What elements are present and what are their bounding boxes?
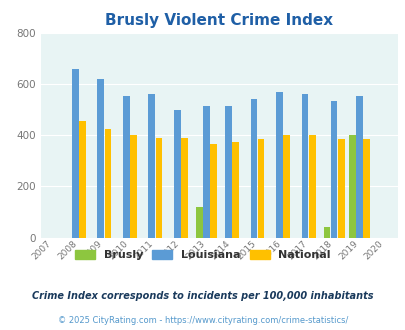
Bar — [104, 129, 111, 238]
Bar — [308, 135, 315, 238]
Bar — [97, 79, 104, 238]
Bar — [155, 138, 162, 238]
Text: Crime Index corresponds to incidents per 100,000 inhabitants: Crime Index corresponds to incidents per… — [32, 291, 373, 301]
Bar — [348, 135, 355, 238]
Legend: Brusly, Louisiana, National: Brusly, Louisiana, National — [72, 246, 333, 263]
Bar — [174, 110, 180, 238]
Bar — [301, 94, 308, 238]
Bar — [275, 92, 282, 238]
Bar — [250, 100, 257, 238]
Bar — [283, 135, 289, 238]
Title: Brusly Violent Crime Index: Brusly Violent Crime Index — [105, 13, 333, 28]
Bar — [202, 106, 209, 238]
Bar — [123, 96, 130, 238]
Bar — [355, 96, 362, 238]
Bar — [72, 69, 79, 238]
Bar — [224, 106, 231, 238]
Bar — [79, 121, 85, 238]
Bar — [337, 139, 344, 238]
Bar — [330, 101, 337, 238]
Bar — [130, 135, 136, 238]
Bar — [232, 142, 239, 238]
Bar — [196, 207, 202, 238]
Bar — [257, 139, 264, 238]
Bar — [210, 144, 217, 238]
Bar — [181, 138, 188, 238]
Bar — [323, 227, 330, 238]
Text: © 2025 CityRating.com - https://www.cityrating.com/crime-statistics/: © 2025 CityRating.com - https://www.city… — [58, 316, 347, 325]
Bar — [362, 139, 369, 238]
Bar — [148, 94, 155, 238]
